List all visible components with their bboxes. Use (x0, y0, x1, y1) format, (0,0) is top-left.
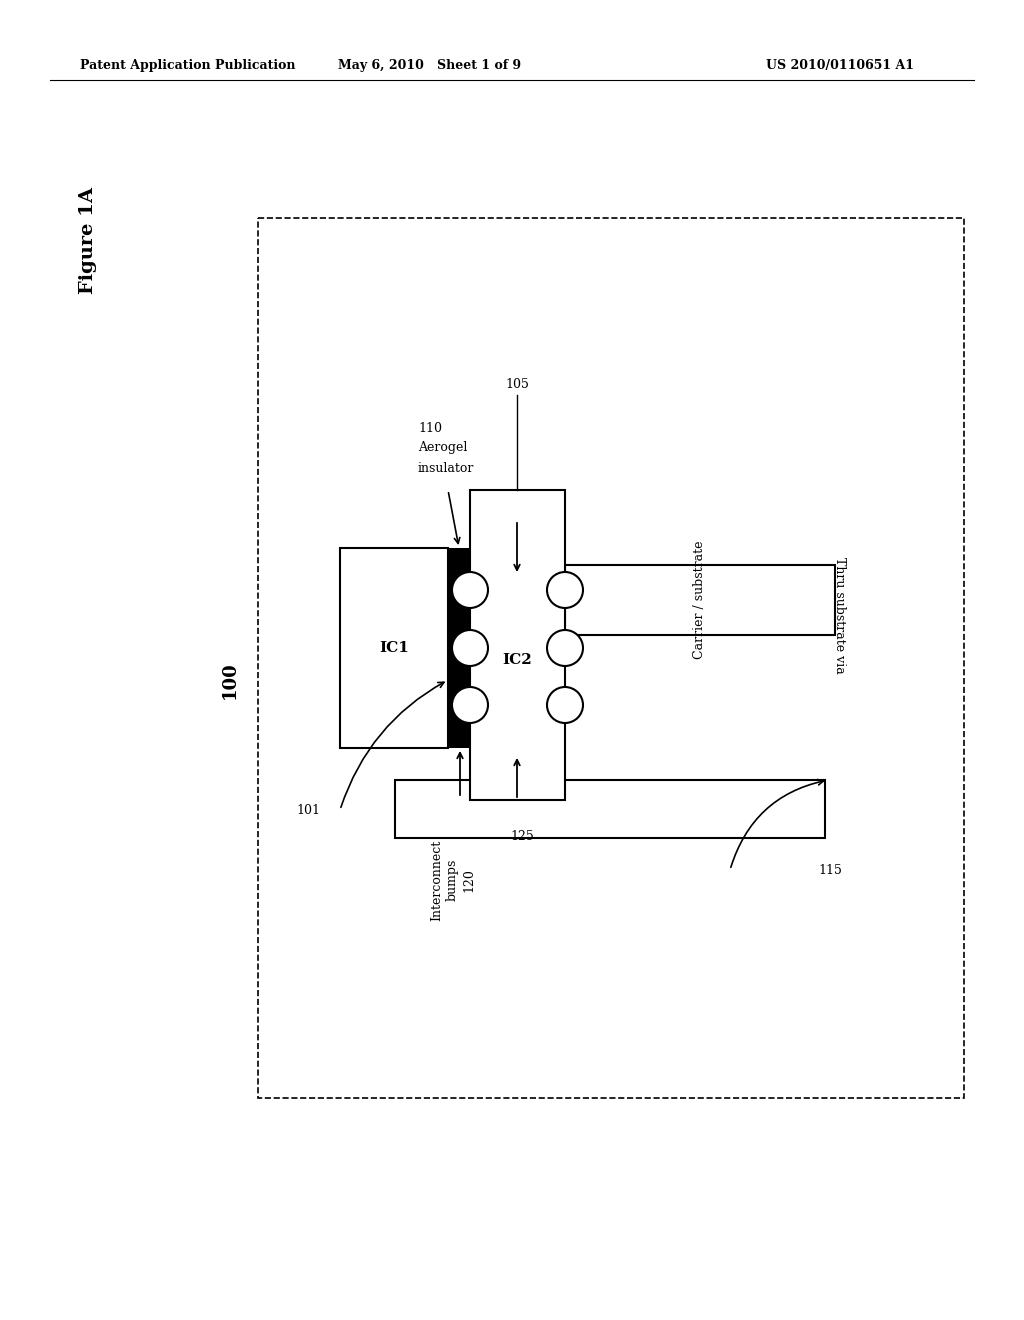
Text: Patent Application Publication: Patent Application Publication (80, 58, 296, 71)
Text: insulator: insulator (418, 462, 474, 474)
Text: 105: 105 (505, 379, 529, 392)
Text: IC2: IC2 (503, 653, 532, 667)
Bar (258, 218, 964, 1098)
Bar (449, 548, 470, 748)
Text: Thru substrate via: Thru substrate via (834, 557, 847, 673)
Text: US 2010/0110651 A1: US 2010/0110651 A1 (766, 58, 914, 71)
Circle shape (452, 630, 488, 667)
Circle shape (547, 686, 583, 723)
Text: 110: 110 (418, 421, 442, 434)
Text: 100: 100 (221, 661, 239, 698)
Text: bumps: bumps (445, 859, 459, 902)
Bar (565, 565, 835, 635)
Bar (340, 548, 449, 748)
Text: 120: 120 (463, 869, 475, 892)
Circle shape (547, 630, 583, 667)
Text: IC1: IC1 (379, 642, 409, 655)
Circle shape (452, 686, 488, 723)
Text: 115: 115 (818, 863, 842, 876)
Text: Figure 1A: Figure 1A (79, 186, 97, 293)
Text: 125: 125 (510, 829, 534, 842)
Text: Aerogel: Aerogel (418, 441, 467, 454)
Text: Interconnect: Interconnect (430, 840, 443, 920)
Circle shape (452, 572, 488, 609)
Bar (470, 490, 565, 800)
Text: 101: 101 (296, 804, 319, 817)
Circle shape (547, 572, 583, 609)
Bar (395, 780, 825, 838)
Text: Carrier / substrate: Carrier / substrate (693, 541, 707, 659)
Text: May 6, 2010   Sheet 1 of 9: May 6, 2010 Sheet 1 of 9 (339, 58, 521, 71)
